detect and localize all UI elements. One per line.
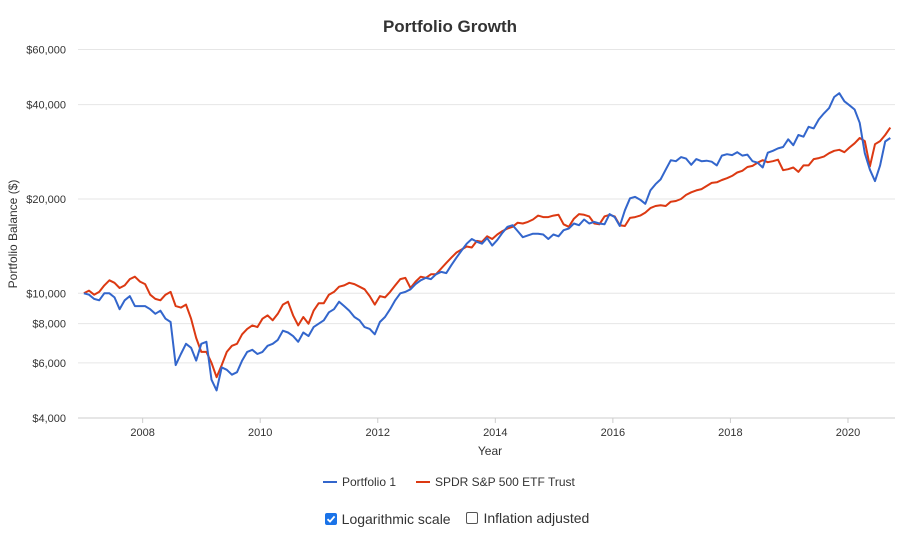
legend: Portfolio 1 SPDR S&P 500 ETF Trust [323,475,575,489]
inflation-adjusted-toggle[interactable]: Inflation adjusted [466,510,589,526]
x-axis-ticks: 2008 2010 2012 2014 2016 2018 2020 [130,418,860,439]
y-tick-label: $10,000 [26,288,66,300]
legend-label: SPDR S&P 500 ETF Trust [435,475,575,489]
series-lines [83,92,892,392]
x-tick-label: 2018 [718,427,742,439]
x-tick-label: 2008 [130,427,154,439]
x-tick-label: 2020 [836,427,860,439]
grid-lines [78,48,895,419]
legend-item-spdr-sp500[interactable]: SPDR S&P 500 ETF Trust [416,475,575,489]
log-scale-checkbox[interactable] [324,513,337,525]
y-axis-ticks: $4,000 $6,000 $8,000 $10,000 $20,000 $40,000 $… [26,44,66,425]
portfolio-growth-chart: Portfolio Growth $4,000 $6,000 $8,000 $10,0… [6,17,895,489]
y-tick-label: $8,000 [32,319,66,331]
checkmark-icon [326,515,335,523]
x-tick-label: 2010 [248,427,272,439]
legend-item-portfolio-1[interactable]: Portfolio 1 [323,475,396,489]
y-tick-label: $20,000 [26,194,66,206]
inflation-adjusted-label: Inflation adjusted [483,510,590,526]
legend-label: Portfolio 1 [342,475,396,489]
x-tick-label: 2012 [366,427,390,439]
y-axis-label: Portfolio Balance ($) [6,180,20,289]
y-tick-label: $40,000 [26,100,66,112]
y-tick-label: $60,000 [26,44,66,56]
log-scale-toggle[interactable]: Logarithmic scale [324,511,451,527]
y-tick-label: $4,000 [32,413,66,425]
log-scale-label: Logarithmic scale [341,511,451,527]
chart-options: Logarithmic scale Inflation adjusted [0,510,914,527]
x-tick-label: 2014 [483,427,507,439]
x-axis-label: Year [478,444,502,458]
y-tick-label: $6,000 [32,358,66,370]
series-line-portfolio-1 [83,92,891,392]
inflation-adjusted-checkbox[interactable] [466,512,479,524]
series-line-spdr-sp500 [83,127,892,379]
x-tick-label: 2016 [601,427,625,439]
chart-title: Portfolio Growth [383,17,517,36]
